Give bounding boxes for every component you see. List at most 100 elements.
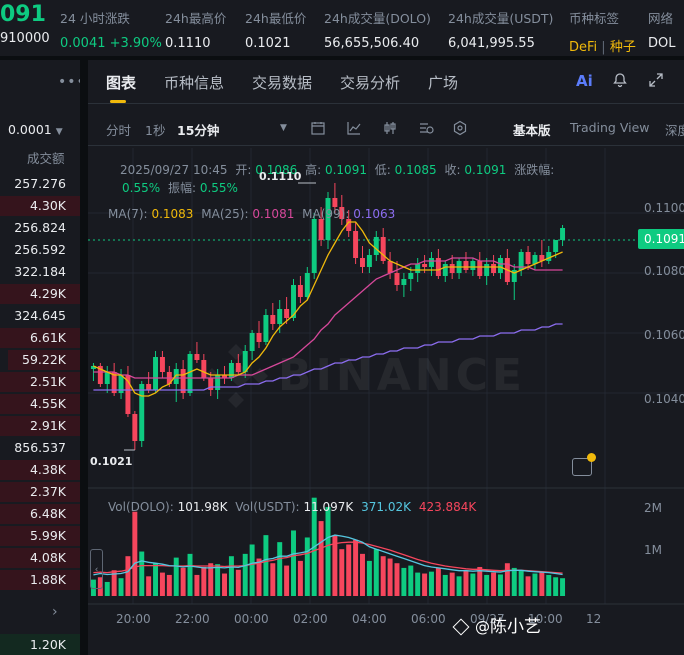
candle-body	[187, 354, 193, 393]
candlestick-chart[interactable]: BINANCE	[88, 148, 684, 655]
order-book-row[interactable]: 4.55K	[0, 393, 80, 415]
tab-chart[interactable]: 图表	[106, 74, 137, 92]
tab-trading-analysis[interactable]: 交易分析	[340, 74, 401, 92]
interval-1s[interactable]: 1秒	[145, 123, 166, 138]
candle-body	[511, 270, 517, 282]
tab-square[interactable]: 广场	[428, 74, 459, 92]
chevron-right-icon[interactable]: ›	[52, 604, 58, 620]
candle-body	[435, 258, 441, 276]
order-book-row[interactable]: 4.30K	[0, 195, 80, 217]
candle-body	[525, 252, 531, 264]
order-book-value: 2.91K	[29, 418, 66, 433]
collapse-handle[interactable]: ‹	[90, 549, 103, 589]
ai-icon[interactable]: Ai	[576, 72, 593, 90]
order-book-last-value: 1.20K	[29, 637, 66, 652]
interval-dropdown-icon[interactable]: ▼	[280, 123, 287, 133]
order-book-row[interactable]: 856.537	[0, 437, 80, 459]
order-book-value: 4.55K	[29, 396, 66, 411]
order-book-row[interactable]: 1.88K	[0, 569, 80, 591]
stat-24h-low: 24h最低价 0.1021	[245, 8, 306, 51]
volume-bar	[546, 574, 552, 596]
order-book-row[interactable]: 4.29K	[0, 283, 80, 305]
volume-bar	[325, 507, 331, 596]
price-axis-label: 0.1080	[644, 264, 684, 278]
high-value: 0.1091	[324, 163, 367, 177]
depth-bar	[0, 526, 80, 546]
time-axis-label: 10:00	[528, 612, 563, 626]
candle-body	[173, 369, 179, 384]
view-trading-view[interactable]: Trading View	[570, 120, 650, 135]
interval-15m[interactable]: 15分钟	[177, 123, 220, 138]
candle-body	[201, 360, 207, 378]
vol-ma2-value: 423.884K	[418, 500, 477, 514]
volume-bar	[504, 563, 510, 596]
tag-defi-link[interactable]: DeFi	[569, 40, 598, 55]
tab-coin-info[interactable]: 币种信息	[164, 74, 225, 92]
tag-seed-link[interactable]: 种子	[609, 40, 636, 55]
calendar-icon[interactable]	[310, 120, 326, 139]
chat-icon[interactable]	[572, 453, 596, 476]
price-step-select[interactable]: 0.0001 ▼	[8, 122, 63, 137]
volume-bar	[477, 566, 483, 596]
ma99-label: MA(99):	[302, 207, 350, 221]
depth-bar	[0, 372, 80, 392]
order-book-row[interactable]: 324.645	[0, 305, 80, 327]
author-watermark: @陈小艺	[452, 612, 541, 637]
ma99-value: 0.1063	[353, 207, 396, 221]
order-book-row[interactable]: 2.51K	[0, 371, 80, 393]
more-icon[interactable]: •••	[58, 74, 80, 90]
candle-body	[242, 351, 248, 372]
candle-body	[284, 309, 290, 318]
ma25-label: MA(25):	[201, 207, 249, 221]
depth-bar	[0, 196, 80, 216]
order-book-row[interactable]: 59.22K	[0, 349, 80, 371]
volume-bar	[153, 563, 159, 596]
candle-type-icon[interactable]	[382, 120, 398, 139]
order-book-row[interactable]: 2.37K	[0, 481, 80, 503]
tab-trading-data[interactable]: 交易数据	[252, 74, 313, 92]
candle-body	[553, 240, 559, 252]
candle-body	[470, 261, 476, 270]
order-book-row[interactable]: 257.276	[0, 173, 80, 195]
volume-bar	[422, 573, 428, 596]
price-axis-label: 0.1060	[644, 328, 684, 342]
order-book-row[interactable]: 6.48K	[0, 503, 80, 525]
candle-body	[291, 285, 296, 318]
order-book-row[interactable]: 256.824	[0, 217, 80, 239]
order-book-value: 4.29K	[29, 286, 66, 301]
view-basic[interactable]: 基本版	[513, 123, 551, 138]
candle-body	[339, 207, 345, 219]
chart-tabs: 图表 币种信息 交易数据 交易分析 广场 Ai	[88, 60, 684, 104]
settings-hex-icon[interactable]	[452, 120, 468, 139]
volume-bar	[511, 567, 517, 596]
ma7-line	[93, 221, 563, 397]
order-book-row[interactable]: 6.61K	[0, 327, 80, 349]
expand-icon[interactable]	[648, 72, 664, 92]
time-axis-label: 04:00	[352, 612, 387, 626]
candle-body	[491, 264, 497, 273]
candle-body	[118, 375, 124, 393]
bell-icon[interactable]	[612, 72, 628, 92]
candle-body	[132, 414, 138, 441]
order-book-row[interactable]: 322.184	[0, 261, 80, 283]
indicator-icon[interactable]	[346, 120, 362, 139]
ma25-value: 0.1081	[252, 207, 295, 221]
order-book-row[interactable]: 5.99K	[0, 525, 80, 547]
volume-bar	[132, 511, 138, 596]
order-book-row[interactable]: 2.91K	[0, 415, 80, 437]
order-book-row[interactable]: 4.08K	[0, 547, 80, 569]
vol-dolo-label: Vol(DOLO):	[108, 500, 174, 514]
view-depth[interactable]: 深度	[665, 123, 684, 138]
drawing-tools-icon[interactable]	[418, 120, 434, 139]
order-book-value: 257.276	[14, 176, 66, 191]
interval-timeline[interactable]: 分时	[106, 123, 132, 138]
volume-bar	[553, 577, 559, 596]
last-price: 091	[0, 2, 46, 27]
order-book-row[interactable]: 4.38K	[0, 459, 80, 481]
depth-bar	[0, 284, 80, 304]
candle-body	[408, 273, 414, 279]
order-book-value: 4.30K	[29, 198, 66, 213]
candle-body	[415, 264, 421, 273]
time-axis-label: 09/27	[470, 612, 505, 626]
order-book-row[interactable]: 256.592	[0, 239, 80, 261]
